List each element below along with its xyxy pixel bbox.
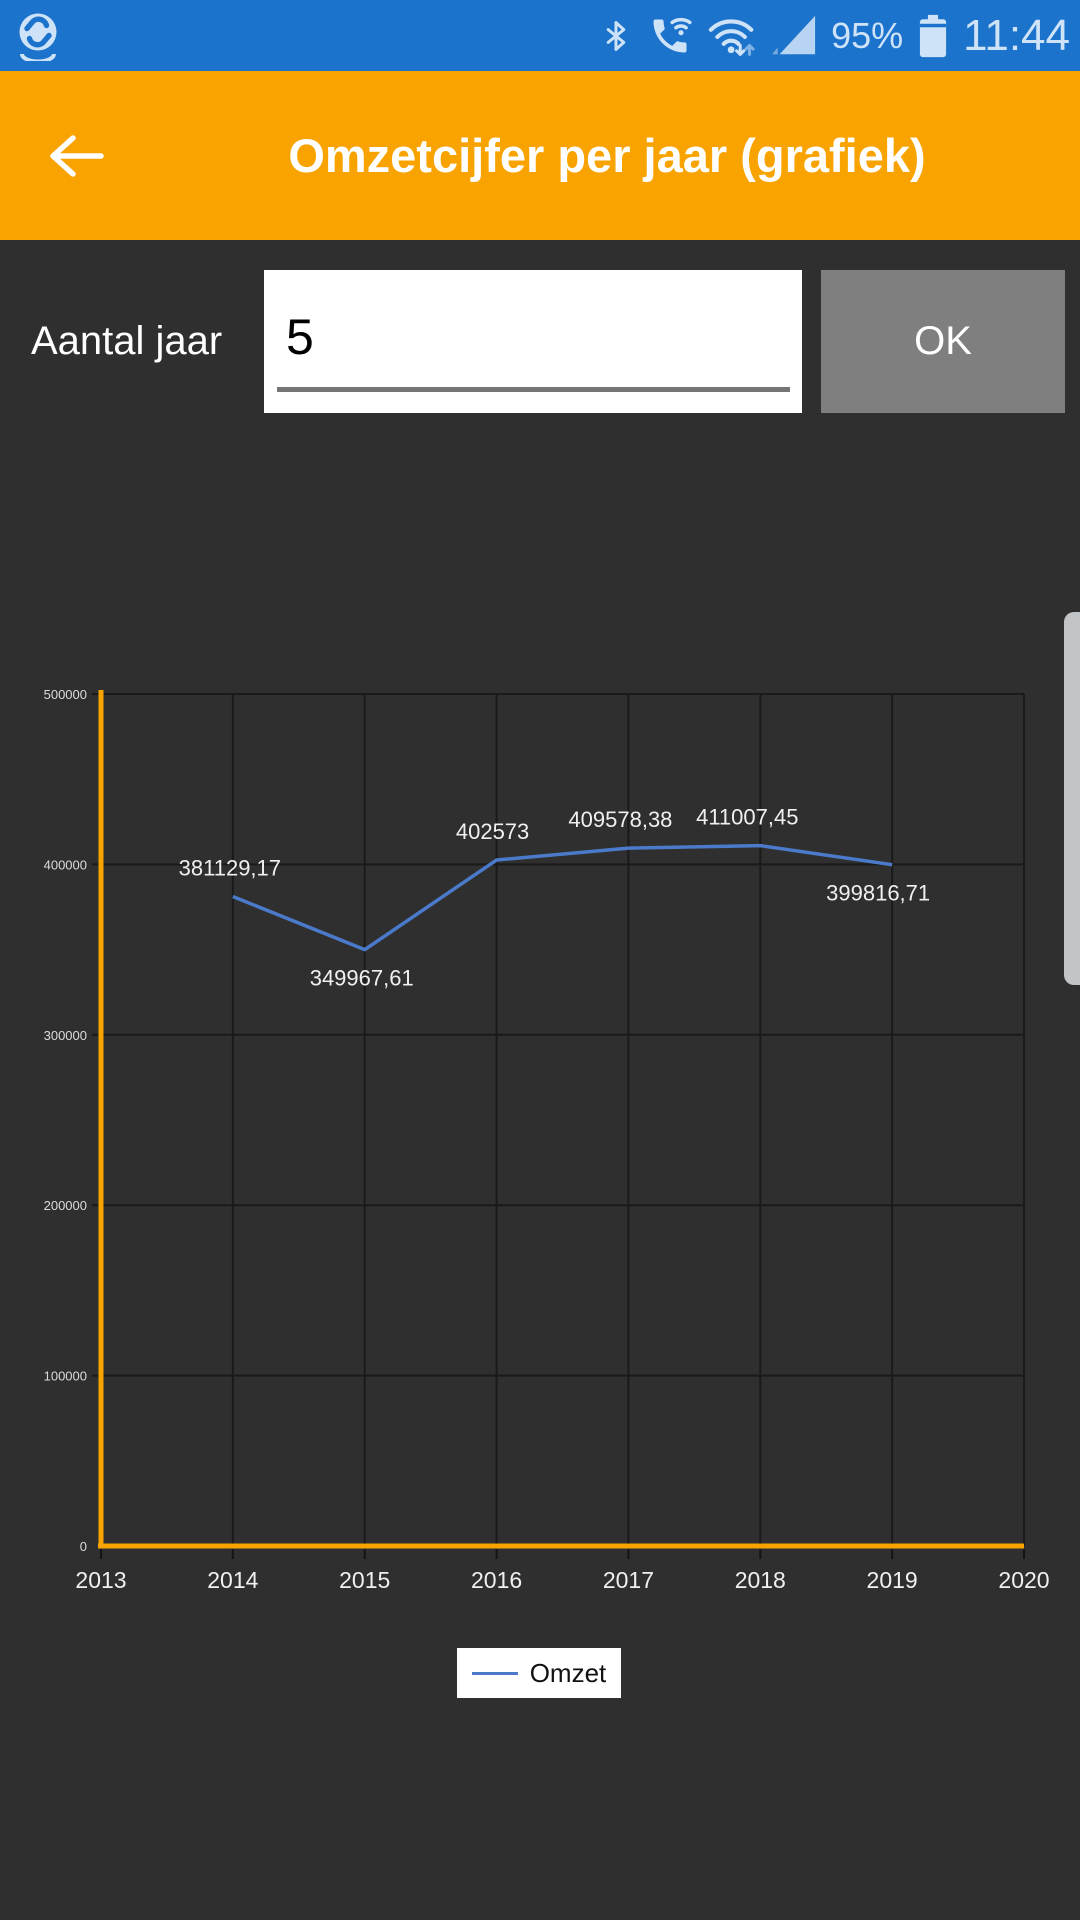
x-tick-label: 2014: [207, 1567, 258, 1593]
revenue-line-chart: 0 100000 200000 300000 400000 500000 2013 2014 2…: [44, 687, 1050, 1593]
data-point-label: 402573: [456, 819, 529, 844]
wifi-calling-icon: [653, 17, 692, 52]
y-tick-label: 200000: [44, 1198, 87, 1213]
ok-button[interactable]: OK: [821, 270, 1065, 413]
back-arrow-icon: [50, 134, 104, 177]
page-title: Omzetcijfer per jaar (grafiek): [288, 129, 926, 182]
legend-box: Omzet: [457, 1648, 621, 1698]
data-point-label: 409578,38: [568, 807, 672, 832]
clock: 11:44: [963, 10, 1070, 60]
back-button[interactable]: [44, 126, 108, 186]
signal-icon: [772, 15, 816, 54]
legend-label: Omzet: [529, 1657, 607, 1688]
wifi-icon: [708, 18, 755, 56]
data-point-label: 381129,17: [179, 856, 281, 881]
bluetooth-icon: [606, 20, 626, 51]
x-tick-label: 2017: [603, 1567, 654, 1593]
x-tick-label: 2016: [471, 1567, 522, 1593]
battery-percent: 95%: [831, 14, 904, 56]
x-tick-label: 2018: [735, 1567, 786, 1593]
y-tick-label: 0: [80, 1539, 87, 1554]
x-tick-label: 2015: [339, 1567, 390, 1593]
y-tick-label: 300000: [44, 1028, 87, 1043]
input-underline: [277, 387, 790, 392]
battery-icon: [920, 14, 947, 57]
revenue-line: [232, 843, 893, 952]
data-point-label: 411007,45: [696, 805, 798, 830]
data-point-label: 349967,61: [310, 966, 414, 991]
status-bar: 95% 11:44: [0, 0, 1080, 71]
app-logo-swirl: [19, 13, 57, 61]
scrollbar-thumb[interactable]: [1064, 612, 1080, 985]
status-icons: 95% 11:44: [599, 11, 1080, 61]
x-tick-label: 2019: [867, 1567, 918, 1593]
x-tick-label: 2020: [998, 1567, 1049, 1593]
y-tick-label: 500000: [44, 687, 87, 702]
app-bar: Omzetcijfer per jaar (grafiek): [0, 71, 1080, 240]
legend-line-swatch: [471, 1671, 518, 1675]
y-tick-label: 400000: [44, 857, 87, 872]
year-count-field: [264, 270, 802, 413]
x-tick-label: 2013: [75, 1567, 126, 1593]
y-tick-label: 100000: [44, 1369, 87, 1384]
aantal-jaar-label: Aantal jaar: [31, 319, 223, 363]
data-point-label: 399816,71: [826, 881, 930, 906]
app-logo-icon: [15, 11, 61, 61]
